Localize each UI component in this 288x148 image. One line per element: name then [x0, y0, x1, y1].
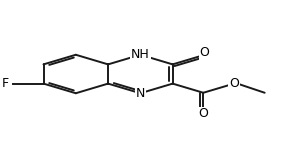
Text: NH: NH	[131, 48, 150, 61]
Text: F: F	[2, 77, 9, 90]
Text: O: O	[200, 46, 209, 59]
Text: O: O	[198, 107, 208, 120]
Text: O: O	[229, 77, 239, 90]
Text: N: N	[136, 87, 145, 100]
